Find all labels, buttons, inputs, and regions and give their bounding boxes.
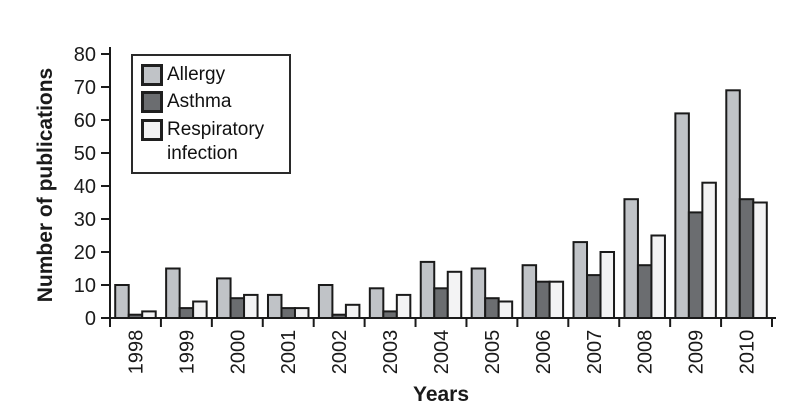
bar-allergy-2008: [623, 198, 639, 319]
x-tick-label-2008: 2008: [635, 330, 657, 375]
x-tick-label-2004: 2004: [431, 330, 453, 375]
x-tick-label-2001: 2001: [278, 330, 300, 375]
x-tick-label-2006: 2006: [533, 330, 555, 375]
legend-label-respiratory-infection: Respiratory infection: [167, 118, 265, 164]
bar-respiratory-infection-1998: [141, 310, 157, 319]
bar-allergy-2005: [470, 267, 487, 319]
bar-allergy-2000: [216, 277, 232, 319]
bar-allergy-2006: [521, 264, 538, 320]
x-tick-label-2010: 2010: [737, 330, 759, 375]
x-tick-label-2002: 2002: [329, 330, 351, 375]
bar-allergy-2009: [674, 112, 690, 320]
x-axis-title: Years: [412, 383, 470, 406]
bar-asthma-2003: [382, 310, 398, 319]
bar-respiratory-infection-2005: [497, 300, 514, 319]
bar-respiratory-infection-1999: [192, 300, 208, 319]
y-tick-label: 80: [74, 44, 96, 66]
bar-asthma-2002: [331, 313, 347, 320]
x-tick-label-2007: 2007: [584, 330, 606, 375]
legend-item-allergy: Allergy: [141, 63, 283, 87]
bar-respiratory-infection-2000: [243, 293, 259, 319]
bar-respiratory-infection-2003: [395, 293, 412, 319]
bar-asthma-2001: [280, 307, 296, 320]
bar-asthma-1999: [178, 307, 195, 320]
x-tick-label-2005: 2005: [482, 330, 504, 375]
x-tick-label-2009: 2009: [686, 330, 708, 375]
y-tick-label: 40: [74, 176, 96, 198]
legend-swatch-asthma: [141, 91, 163, 114]
bar-asthma-2006: [535, 280, 551, 320]
bar-allergy-2001: [266, 293, 283, 319]
bar-allergy-2003: [368, 287, 385, 319]
bar-allergy-2007: [572, 241, 589, 320]
y-tick-label: 70: [74, 77, 96, 99]
y-tick-label: 20: [74, 242, 96, 264]
x-tick-label-2003: 2003: [380, 330, 402, 375]
bar-allergy-2004: [419, 260, 436, 319]
y-tick-label: 60: [74, 110, 96, 132]
bar-respiratory-infection-2002: [344, 303, 361, 319]
y-tick-label: 10: [74, 275, 96, 297]
bar-respiratory-infection-2004: [446, 270, 463, 319]
y-tick-label: 30: [74, 209, 96, 231]
bar-allergy-1999: [165, 267, 181, 319]
bar-asthma-1998: [127, 313, 144, 320]
bar-asthma-2007: [586, 274, 602, 320]
bar-respiratory-infection-2009: [701, 181, 717, 319]
x-tick-label-2000: 2000: [227, 330, 249, 375]
bar-respiratory-infection-2007: [599, 251, 616, 319]
bar-asthma-2008: [636, 264, 653, 320]
legend-swatch-allergy: [141, 64, 163, 86]
bar-respiratory-infection-2010: [752, 201, 768, 319]
legend-label-asthma: Asthma: [167, 91, 232, 113]
bar-asthma-2009: [687, 211, 704, 319]
bar-asthma-2004: [433, 287, 449, 319]
y-tick-label: 50: [74, 143, 96, 165]
bar-asthma-2005: [484, 297, 500, 320]
x-tick-label-1999: 1999: [176, 330, 198, 375]
legend-item-respiratory-infection: Respiratory infection: [141, 118, 283, 167]
bar-allergy-2002: [317, 284, 334, 319]
legend: Allergy Asthma Respiratory infection: [131, 54, 291, 175]
y-axis-title: Number of publications: [34, 67, 57, 303]
bar-respiratory-infection-2001: [293, 307, 310, 320]
y-tick-label: 0: [85, 308, 96, 330]
bar-asthma-2010: [738, 198, 755, 319]
bar-allergy-2010: [725, 89, 741, 319]
bar-respiratory-infection-2008: [650, 234, 666, 319]
bar-asthma-2000: [229, 297, 246, 320]
legend-label-allergy: Allergy: [167, 64, 226, 85]
bar-respiratory-infection-2006: [548, 280, 565, 320]
legend-item-asthma: Asthma: [141, 90, 283, 114]
bar-allergy-1998: [114, 284, 130, 319]
x-tick-label-1998: 1998: [125, 330, 147, 375]
legend-swatch-respiratory-infection: [141, 118, 163, 141]
